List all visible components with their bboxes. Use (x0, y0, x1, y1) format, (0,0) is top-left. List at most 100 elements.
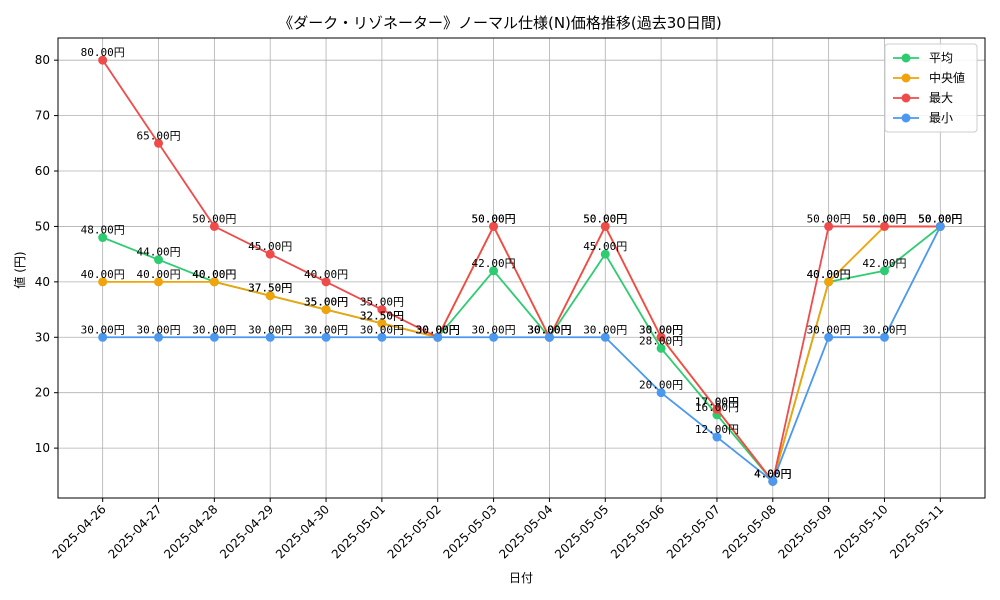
data-label: 40.00円 (304, 268, 348, 281)
data-point (712, 432, 722, 442)
y-axis-label: 値 (円) (12, 251, 27, 288)
data-label: 32.50円 (360, 309, 404, 322)
x-tick-label: 2025-04-26 (50, 502, 109, 561)
data-label: 30.00円 (416, 323, 460, 336)
data-label: 30.00円 (81, 323, 125, 336)
axis-layer: 10203040506070802025-04-262025-04-272025… (35, 37, 986, 561)
series-line (102, 226, 942, 483)
x-tick-label: 2025-04-28 (161, 502, 220, 561)
data-label: 40.00円 (81, 268, 125, 281)
data-point (824, 332, 834, 342)
x-tick-label: 2025-05-03 (440, 502, 499, 561)
x-tick-label: 2025-05-04 (496, 502, 555, 561)
data-label: 50.00円 (192, 212, 236, 225)
data-label: 35.00円 (304, 296, 348, 309)
legend-item: 中央値 (893, 70, 965, 85)
data-label: 50.00円 (472, 212, 516, 225)
y-tick-label: 60 (35, 164, 50, 178)
data-label: 50.00円 (583, 212, 627, 225)
legend-marker (901, 113, 911, 123)
x-tick-label: 2025-05-05 (552, 502, 611, 561)
data-point (489, 266, 499, 276)
x-axis-label: 日付 (509, 571, 533, 585)
data-point (879, 332, 889, 342)
data-point (879, 266, 889, 276)
data-label: 40.00円 (807, 268, 851, 281)
data-label: 30.00円 (639, 323, 683, 336)
legend-item: 最大 (893, 91, 953, 105)
series-1 (98, 221, 945, 486)
y-tick-label: 30 (35, 330, 50, 344)
data-label: 37.50円 (248, 282, 292, 295)
data-point (656, 332, 666, 342)
data-point (209, 277, 219, 287)
x-tick-label: 2025-05-08 (720, 502, 779, 561)
data-point (209, 332, 219, 342)
plot-frame (57, 37, 986, 499)
data-point (321, 332, 331, 342)
data-label: 12.00円 (695, 423, 739, 436)
data-point (824, 221, 834, 231)
data-label: 4.00円 (754, 467, 792, 480)
data-point (154, 255, 164, 265)
data-label: 80.00円 (81, 46, 125, 59)
data-label: 40.00円 (192, 268, 236, 281)
data-label: 50.00円 (807, 212, 851, 225)
data-label: 17.00円 (695, 395, 739, 408)
series-layer (98, 55, 945, 486)
data-label: 40.00円 (136, 268, 180, 281)
data-point (377, 332, 387, 342)
data-point (600, 221, 610, 231)
data-label: 50.00円 (918, 212, 962, 225)
x-tick-label: 2025-05-11 (887, 502, 946, 561)
data-label: 30.00円 (416, 323, 460, 336)
series-line (102, 225, 941, 484)
data-label: 30.00円 (472, 323, 516, 336)
data-label: 42.00円 (862, 257, 906, 270)
data-point (600, 332, 610, 342)
y-tick-label: 50 (35, 219, 50, 233)
data-label: 30.00円 (807, 323, 851, 336)
series-3 (98, 221, 945, 486)
legend-label: 平均 (929, 51, 953, 65)
data-point (209, 221, 219, 231)
x-tick-label: 2025-04-27 (105, 502, 164, 561)
data-label: 50.00円 (583, 212, 627, 225)
series-line (101, 59, 941, 484)
x-tick-label: 2025-05-07 (664, 502, 723, 561)
data-label: 30.00円 (527, 323, 571, 336)
data-label: 35.00円 (360, 296, 404, 309)
data-point (154, 332, 164, 342)
data-label: 40.00円 (807, 268, 851, 281)
data-label: 30.00円 (248, 323, 292, 336)
legend-item: 平均 (893, 51, 953, 65)
data-point (656, 343, 666, 353)
data-point (377, 305, 387, 315)
data-label: 50.00円 (472, 212, 516, 225)
data-label: 50.00円 (862, 212, 906, 225)
data-point (489, 332, 499, 342)
data-label: 45.00円 (583, 240, 627, 253)
data-point (265, 291, 275, 301)
data-label: 30.00円 (527, 323, 571, 336)
data-point (544, 332, 554, 342)
data-point (879, 221, 889, 231)
legend-marker (901, 73, 911, 83)
chart-title: 《ダーク・リゾネーター》ノーマル仕様(N)価格推移(過去30日間) (278, 14, 721, 32)
data-point (154, 138, 164, 148)
legend-marker (901, 93, 911, 103)
data-point (98, 55, 108, 65)
y-tick-label: 70 (35, 109, 50, 123)
data-label: 30.00円 (527, 323, 571, 336)
data-label: 30.00円 (136, 323, 180, 336)
data-point (98, 332, 108, 342)
data-point (98, 233, 108, 243)
data-label: 30.00円 (527, 323, 571, 336)
data-label: 4.00円 (754, 467, 792, 480)
data-label: 50.00円 (918, 212, 962, 225)
data-label: 37.50円 (248, 282, 292, 295)
x-tick-label: 2025-05-02 (385, 502, 444, 561)
legend-marker (901, 53, 911, 63)
